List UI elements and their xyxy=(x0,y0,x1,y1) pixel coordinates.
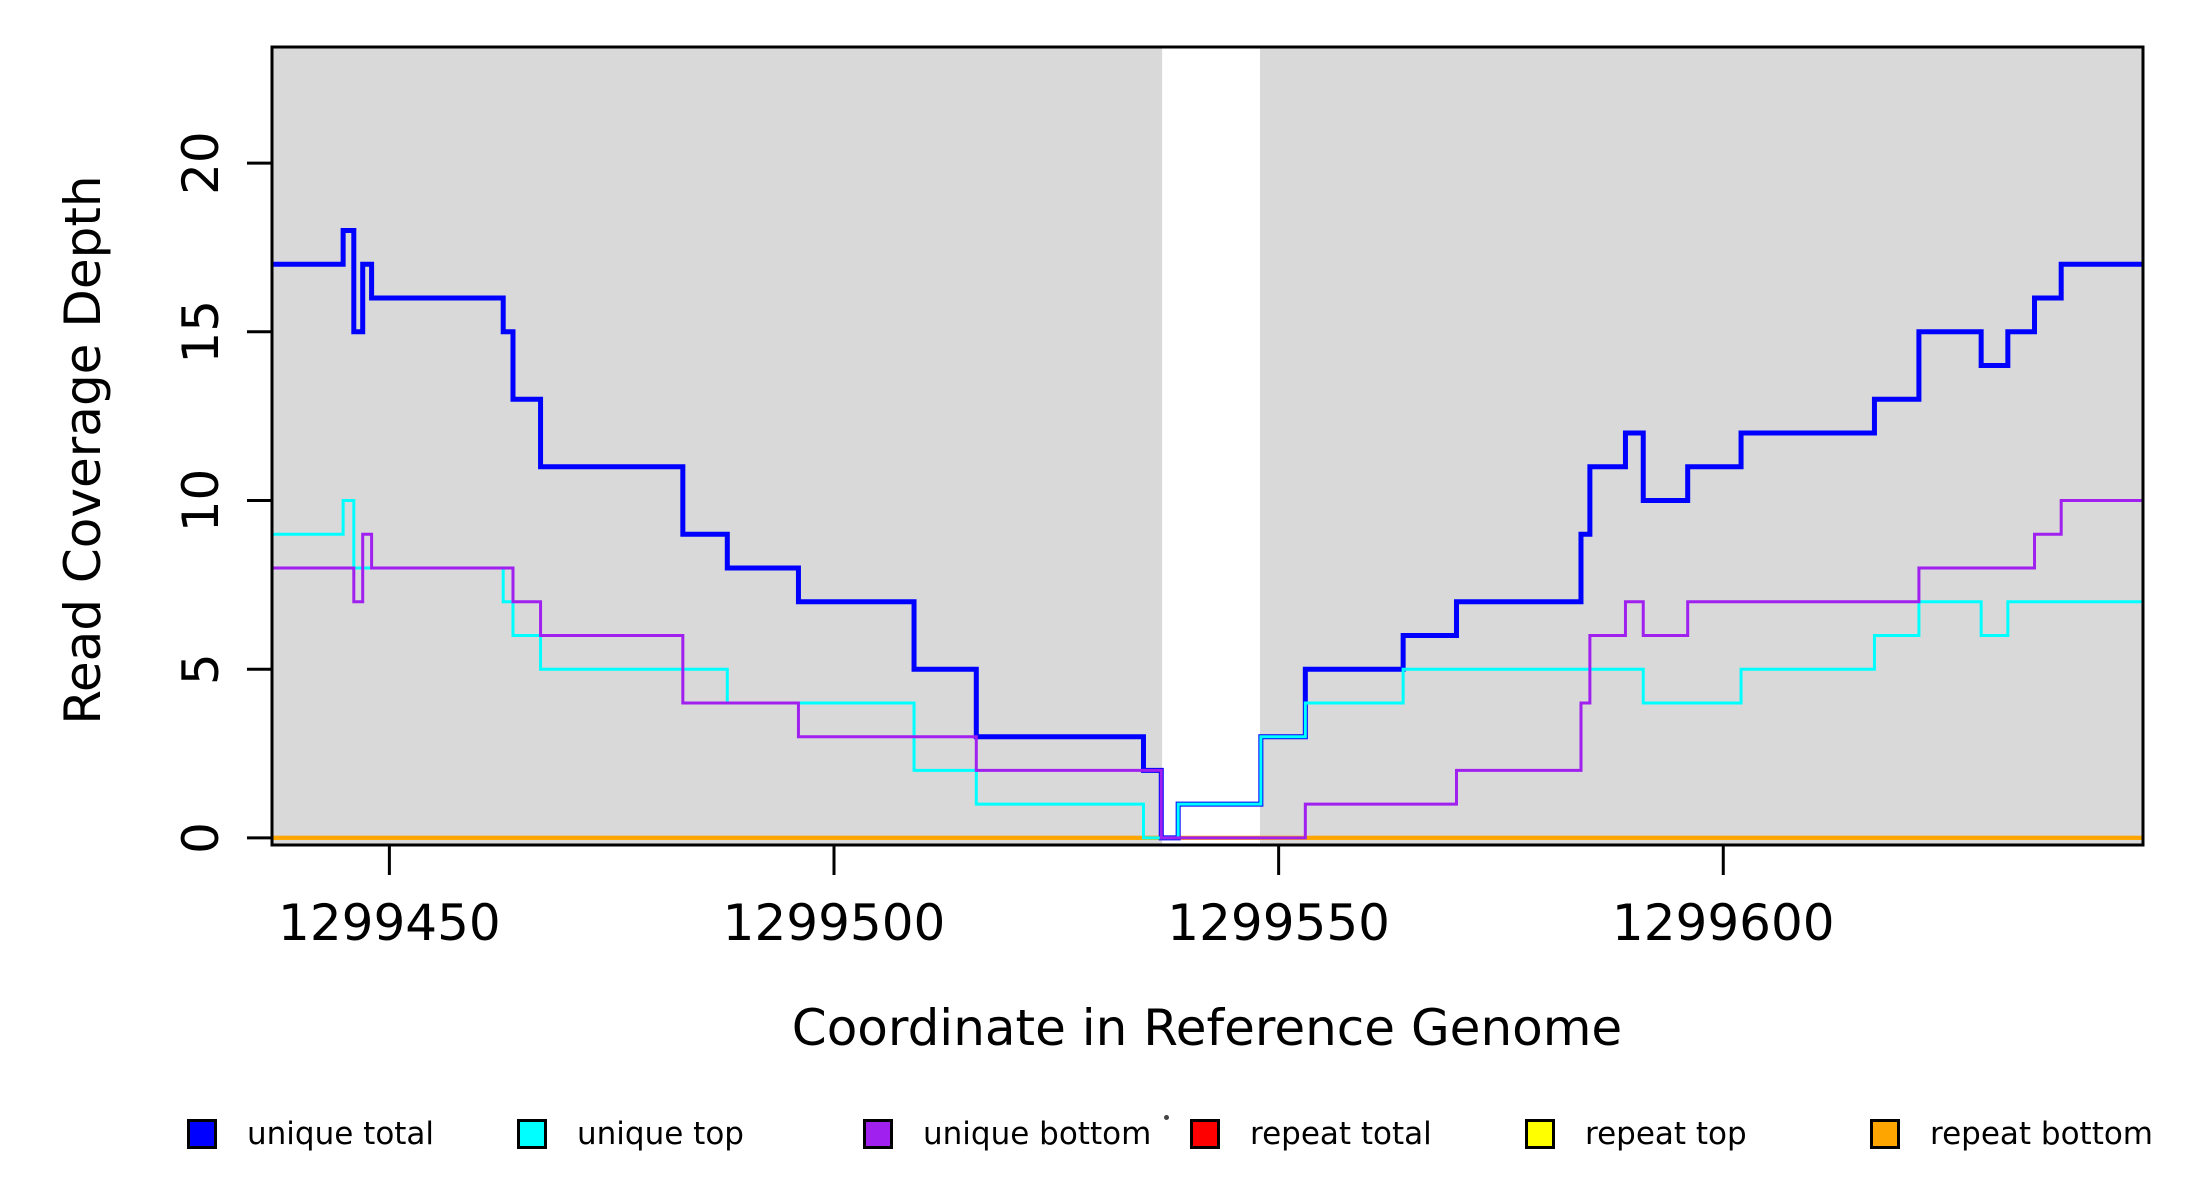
x-axis-title: Coordinate in Reference Genome xyxy=(792,999,1622,1057)
legend-swatch-repeat-total xyxy=(1190,1119,1220,1149)
legend-swatch-unique-top xyxy=(517,1119,547,1149)
y-axis-ticks: 0 5 10 15 20 xyxy=(172,131,272,854)
coverage-series-lines xyxy=(272,228,2143,841)
legend-label: repeat top xyxy=(1585,1116,1747,1152)
chart-legend: unique total unique top unique bottom repea… xyxy=(0,1106,2200,1162)
series-line-unique-top xyxy=(272,498,2143,840)
legend-label: repeat bottom xyxy=(1930,1116,2154,1152)
right-gray-band xyxy=(1259,47,2143,845)
y-axis-title: Read Coverage Depth xyxy=(54,175,112,724)
y-tick-label: 0 xyxy=(172,822,230,854)
legend-item-unique-total: unique total xyxy=(187,1106,434,1162)
plot-border-box xyxy=(270,45,2145,847)
legend-swatch-unique-bottom xyxy=(863,1119,893,1149)
background-bands xyxy=(272,47,2143,845)
stray-mark xyxy=(1164,1115,1169,1120)
legend-item-unique-bottom: unique bottom xyxy=(863,1106,1151,1162)
legend-label: repeat total xyxy=(1250,1116,1432,1152)
legend-swatch-repeat-top xyxy=(1525,1119,1555,1149)
y-tick-label: 10 xyxy=(172,469,230,533)
x-tick-label: 1299600 xyxy=(1612,894,1835,952)
x-axis-ticks: 1299450 1299500 1299550 1299600 xyxy=(278,845,1835,952)
x-tick-label: 1299450 xyxy=(278,894,501,952)
legend-item-repeat-bottom: repeat bottom xyxy=(1870,1106,2153,1162)
x-tick-label: 1299500 xyxy=(723,894,946,952)
legend-item-repeat-total: repeat total xyxy=(1190,1106,1432,1162)
y-tick-label: 15 xyxy=(172,300,230,364)
legend-label: unique total xyxy=(247,1116,435,1152)
coverage-chart-svg: 1299450 1299500 1299550 1299600 0 5 10 15 20 Co… xyxy=(54,45,2145,1057)
legend-swatch-repeat-bottom xyxy=(1870,1119,1900,1149)
y-tick-label: 20 xyxy=(172,131,230,195)
left-gray-band xyxy=(272,47,1163,845)
legend-label: unique top xyxy=(577,1116,744,1152)
legend-swatch-unique-total xyxy=(187,1119,217,1149)
y-tick-label: 5 xyxy=(172,653,230,685)
legend-item-unique-top: unique top xyxy=(517,1106,744,1162)
series-line-unique-bottom xyxy=(272,498,2143,840)
legend-item-repeat-top: repeat top xyxy=(1525,1106,1747,1162)
x-tick-label: 1299550 xyxy=(1167,894,1390,952)
legend-label: unique bottom xyxy=(923,1116,1152,1152)
